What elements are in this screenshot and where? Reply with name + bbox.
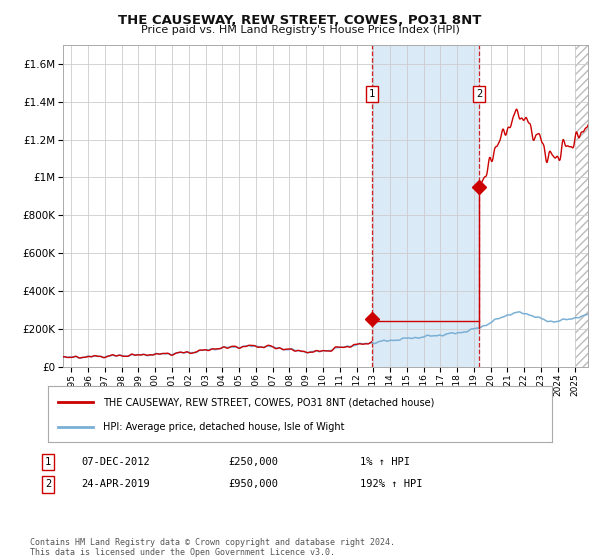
Text: 1: 1 (45, 457, 51, 467)
Text: £950,000: £950,000 (228, 479, 278, 489)
Text: 1: 1 (369, 89, 375, 99)
Text: 07-DEC-2012: 07-DEC-2012 (81, 457, 150, 467)
Text: HPI: Average price, detached house, Isle of Wight: HPI: Average price, detached house, Isle… (103, 422, 345, 432)
Text: 1% ↑ HPI: 1% ↑ HPI (360, 457, 410, 467)
Text: THE CAUSEWAY, REW STREET, COWES, PO31 8NT (detached house): THE CAUSEWAY, REW STREET, COWES, PO31 8N… (103, 397, 435, 407)
Text: 24-APR-2019: 24-APR-2019 (81, 479, 150, 489)
Text: Price paid vs. HM Land Registry's House Price Index (HPI): Price paid vs. HM Land Registry's House … (140, 25, 460, 35)
Text: 192% ↑ HPI: 192% ↑ HPI (360, 479, 422, 489)
Text: THE CAUSEWAY, REW STREET, COWES, PO31 8NT: THE CAUSEWAY, REW STREET, COWES, PO31 8N… (118, 14, 482, 27)
Text: 2: 2 (476, 89, 482, 99)
Text: 2: 2 (45, 479, 51, 489)
Text: Contains HM Land Registry data © Crown copyright and database right 2024.
This d: Contains HM Land Registry data © Crown c… (30, 538, 395, 557)
Text: £250,000: £250,000 (228, 457, 278, 467)
Bar (372, 45, 479, 367)
